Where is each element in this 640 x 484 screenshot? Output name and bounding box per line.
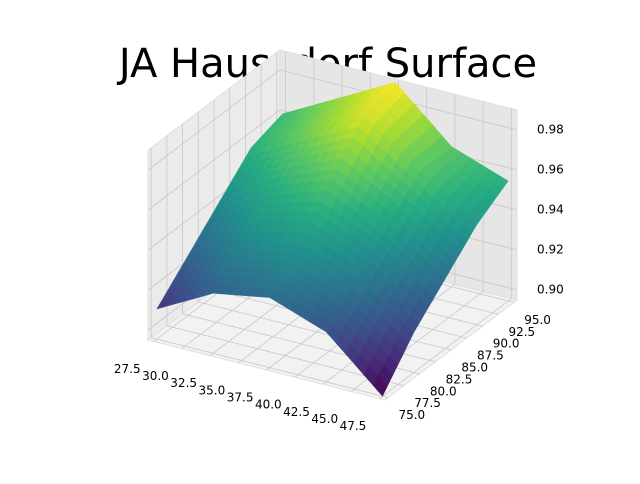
surface-patch — [372, 374, 388, 397]
y-tick-label: 90.0 — [493, 337, 520, 351]
z-tick-label: 0.90 — [537, 283, 564, 297]
x-tick-label: 27.5 — [114, 362, 141, 376]
x-tick-label: 35.0 — [199, 383, 226, 397]
y-tick-label: 95.0 — [524, 313, 551, 327]
z-tick-label: 0.96 — [537, 163, 564, 177]
x-tick-label: 45.0 — [311, 412, 338, 426]
z-tick-label: 0.98 — [537, 123, 564, 137]
grid-line — [147, 109, 281, 211]
y-tick-label: 85.0 — [461, 361, 488, 375]
z-tick-label: 0.94 — [537, 203, 564, 217]
y-tick-label: 75.0 — [398, 408, 425, 422]
y-tick-label: 77.5 — [414, 396, 441, 410]
grid-line — [151, 337, 389, 399]
x-tick-label: 47.5 — [340, 419, 367, 433]
grid-line — [147, 69, 281, 171]
y-tick-label: 80.0 — [430, 384, 457, 398]
x-tick-label: 32.5 — [170, 376, 197, 390]
z-tick-label: 0.92 — [537, 243, 564, 257]
x-tick-label: 37.5 — [227, 391, 254, 405]
x-tick-label: 30.0 — [142, 369, 169, 383]
y-tick-label: 82.5 — [446, 372, 473, 386]
x-tick-label: 40.0 — [255, 398, 282, 412]
y-tick-label: 92.5 — [508, 325, 535, 339]
y-tick-label: 87.5 — [477, 349, 504, 363]
x-tick-label: 42.5 — [283, 405, 310, 419]
